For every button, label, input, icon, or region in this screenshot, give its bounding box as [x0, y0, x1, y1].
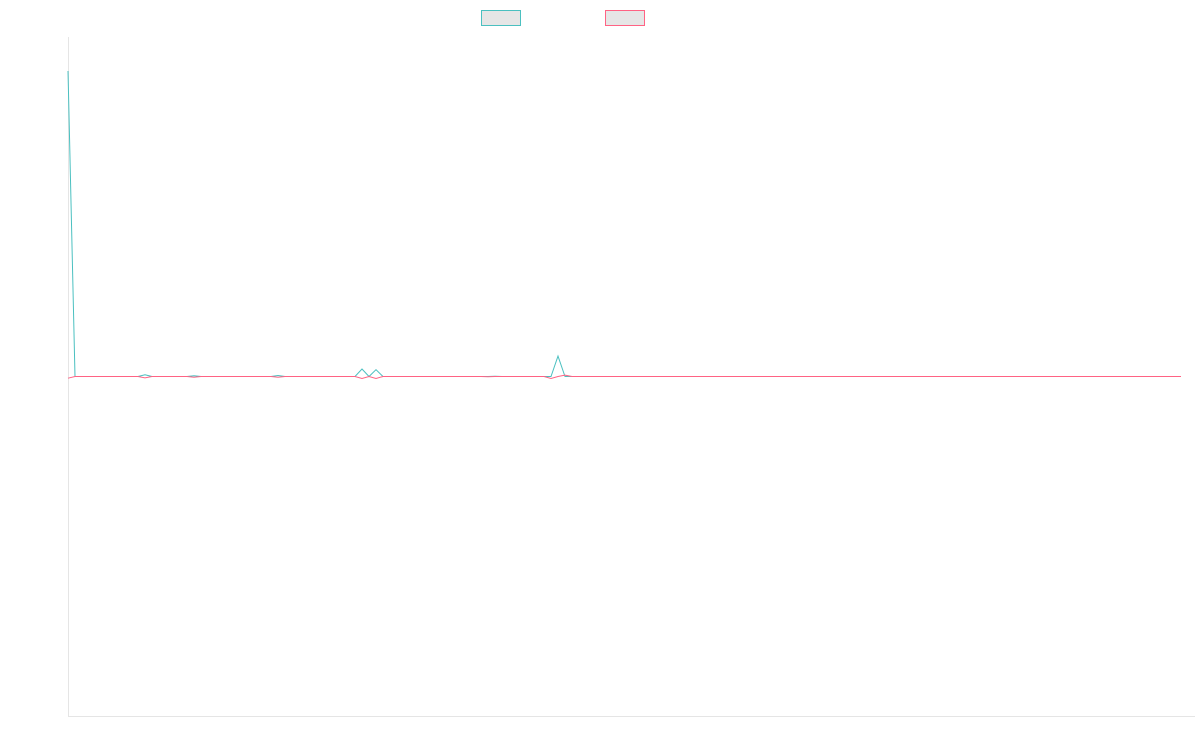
legend-swatch — [481, 10, 521, 26]
legend-swatch — [605, 10, 645, 26]
series-line — [67, 374, 1181, 380]
series-line — [67, 70, 1181, 378]
legend-item[interactable] — [605, 10, 645, 26]
series-layer — [67, 70, 1181, 380]
legend-item[interactable] — [481, 10, 521, 26]
axes — [68, 37, 1195, 717]
legend — [481, 10, 645, 26]
